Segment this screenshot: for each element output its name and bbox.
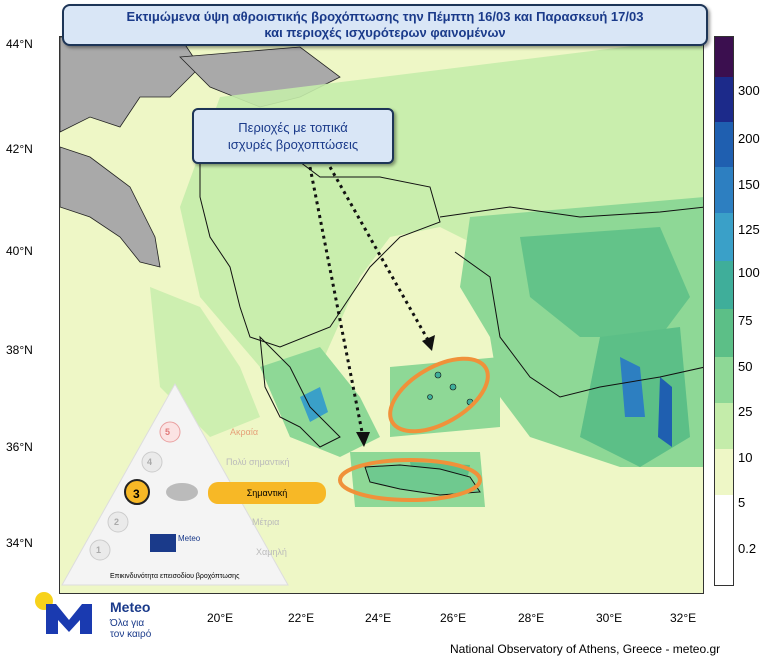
turkey-north-coast bbox=[439, 206, 703, 218]
rain-50mm-turkey bbox=[520, 227, 690, 337]
colorbar-segment bbox=[715, 495, 733, 585]
title-line-1: Εκτιμώμενα ύψη αθροιστικής βροχόπτωσης τ… bbox=[126, 9, 644, 24]
colorbar-segment bbox=[715, 357, 733, 403]
colorbar-label: 100 bbox=[738, 265, 760, 280]
greece-mainland-outline bbox=[259, 335, 341, 448]
island bbox=[434, 371, 442, 379]
level-3-label: Σημαντική bbox=[246, 488, 288, 498]
level-4-label: Πολύ σημαντική bbox=[226, 457, 290, 467]
arrow-line-to-cyclades bbox=[328, 166, 430, 341]
colorbar-label: 75 bbox=[738, 313, 753, 328]
level-2-number: 2 bbox=[114, 517, 120, 527]
lat-label: 40°N bbox=[6, 244, 33, 258]
logo-tagline-2: τον καιρό bbox=[110, 629, 152, 640]
colorbar-label: 5 bbox=[738, 495, 746, 510]
colorbar-segment bbox=[715, 213, 733, 261]
crete-highlight-ellipse bbox=[338, 458, 482, 502]
colorbar-label: 25 bbox=[738, 404, 753, 419]
cloud-icon bbox=[166, 483, 198, 501]
italy-land bbox=[60, 146, 161, 268]
logo-tagline: Όλα για τον καιρό bbox=[110, 618, 151, 640]
map-title: Εκτιμώμενα ύψη αθροιστικής βροχόπτωσης τ… bbox=[62, 4, 708, 46]
turkey-west-coast bbox=[454, 251, 703, 398]
level-5-label: Ακραία bbox=[230, 427, 259, 437]
colorbar-segment bbox=[715, 449, 733, 495]
lon-label: 30°E bbox=[596, 611, 623, 625]
colorbar-label: 0.2 bbox=[738, 541, 757, 556]
colorbar-segment bbox=[715, 122, 733, 167]
meteo-m-icon bbox=[46, 604, 92, 634]
callout-line-1: Περιοχές με τοπικά bbox=[238, 120, 348, 135]
meteo-logo bbox=[35, 592, 92, 634]
island bbox=[449, 383, 457, 391]
rain-150mm-spot bbox=[658, 377, 672, 447]
callout-line-2: ισχυρές βροχοπτώσεις bbox=[227, 137, 359, 152]
level-3-number: 3 bbox=[133, 487, 140, 501]
colorbar-label: 10 bbox=[738, 450, 753, 465]
colorbar-label: 50 bbox=[738, 359, 753, 374]
lon-label: 26°E bbox=[440, 611, 467, 625]
lat-label: 44°N bbox=[6, 37, 33, 51]
arrow-head-crete bbox=[356, 432, 370, 447]
level-1-number: 1 bbox=[96, 545, 102, 555]
island bbox=[427, 394, 433, 400]
triangle-caption: Επικινδυνότητα επεισοδίου βροχόπτωσης bbox=[110, 573, 240, 580]
level-4-number: 4 bbox=[147, 457, 153, 467]
level-2-circle bbox=[107, 511, 129, 533]
colorbar-label: 125 bbox=[738, 222, 760, 237]
selected-level-badge: Σημαντική bbox=[208, 482, 326, 504]
crete-outline bbox=[364, 464, 481, 496]
level-1-label: Χαμηλή bbox=[256, 547, 287, 557]
triangle-brand: Meteo bbox=[178, 534, 201, 543]
level-3-circle bbox=[124, 479, 150, 505]
lon-label: 32°E bbox=[670, 611, 697, 625]
colorbar-segment bbox=[715, 261, 733, 309]
colorbar-segment bbox=[715, 309, 733, 357]
rain-125mm-spot bbox=[620, 357, 645, 417]
title-line-2: και περιοχές ισχυρότερων φαινομένων bbox=[264, 25, 506, 40]
colorbar-label: 150 bbox=[738, 177, 760, 192]
level-1-circle bbox=[89, 539, 111, 561]
heavy-rain-callout: Περιοχές με τοπικά ισχυρές βροχοπτώσεις bbox=[192, 108, 394, 164]
lon-label: 22°E bbox=[288, 611, 315, 625]
lat-label: 36°N bbox=[6, 440, 33, 454]
lon-label: 28°E bbox=[518, 611, 545, 625]
logo-name: Meteo bbox=[110, 599, 151, 615]
landmass-northwest bbox=[60, 37, 201, 133]
level-5-number: 5 bbox=[165, 427, 171, 437]
cyclades-highlight-ellipse bbox=[388, 356, 490, 434]
colorbar-label: 300 bbox=[738, 83, 760, 98]
lat-label: 34°N bbox=[6, 536, 33, 550]
lat-label: 42°N bbox=[6, 142, 33, 156]
logo-tagline-1: Όλα για bbox=[110, 618, 145, 629]
level-4-circle bbox=[141, 451, 163, 473]
colorbar-label: 200 bbox=[738, 131, 760, 146]
colorbar-segment bbox=[715, 37, 733, 77]
balkan-outline bbox=[199, 116, 441, 348]
lon-label: 24°E bbox=[365, 611, 392, 625]
credit-text: National Observatory of Athens, Greece -… bbox=[450, 642, 721, 656]
rainfall-colorbar bbox=[714, 36, 734, 586]
lon-label: 20°E bbox=[207, 611, 234, 625]
level-5-circle bbox=[159, 421, 181, 443]
arrow-head-cyclades bbox=[422, 335, 435, 351]
rain-100mm-spot bbox=[300, 387, 328, 422]
colorbar-segment bbox=[715, 77, 733, 122]
meteo-mini-logo-icon bbox=[150, 534, 176, 552]
lat-label: 38°N bbox=[6, 343, 33, 357]
level-2-label: Μέτρια bbox=[252, 517, 280, 527]
colorbar-segment bbox=[715, 167, 733, 213]
colorbar-segment bbox=[715, 403, 733, 449]
